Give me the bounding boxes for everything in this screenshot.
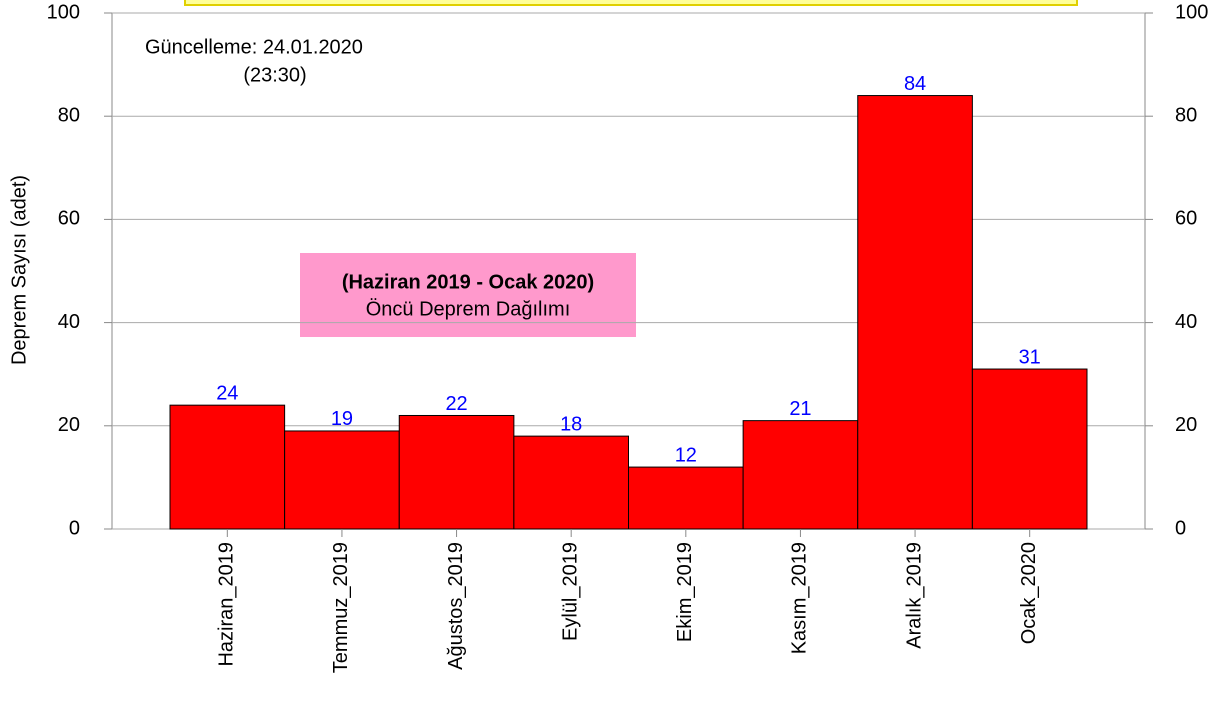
y2-tick-label: 20: [1175, 414, 1197, 436]
y-tick-label: 60: [58, 208, 80, 230]
value-label: 19: [331, 408, 353, 430]
value-label: 84: [904, 73, 926, 95]
x-tick-label: Temmuz_2019: [330, 542, 352, 673]
bar: [628, 466, 744, 530]
value-label: 24: [216, 382, 238, 404]
bar: [169, 404, 286, 530]
annotation: Öncü Deprem Dağılımı: [366, 298, 571, 320]
value-label: 31: [1019, 346, 1041, 368]
y-tick-label: 80: [58, 104, 80, 126]
y2-tick-label: 100: [1175, 1, 1208, 23]
x-tick-label: Haziran_2019: [216, 542, 238, 667]
x-tick-label: Ağustos_2019: [445, 542, 467, 670]
y-tick-label: 0: [69, 517, 80, 539]
bar: [513, 435, 629, 530]
legend-box: [300, 253, 636, 337]
y2-tick-label: 40: [1175, 311, 1197, 333]
bar: [398, 414, 515, 530]
bar: [742, 420, 859, 530]
y2-tick-label: 60: [1175, 208, 1197, 230]
x-tick-label: Kasım_2019: [789, 542, 811, 654]
value-label: 18: [560, 413, 582, 435]
value-label: 22: [445, 393, 467, 415]
bar: [971, 368, 1088, 530]
y-tick-label: 100: [47, 1, 80, 23]
annotation: (Haziran 2019 - Ocak 2020): [342, 271, 594, 293]
bar: [857, 95, 973, 530]
x-tick-label: Ocak_2020: [1018, 542, 1040, 644]
x-tick-label: Ekim_2019: [674, 542, 696, 642]
y-tick-label: 20: [58, 414, 80, 436]
value-label: 21: [789, 398, 811, 420]
y2-tick-label: 0: [1175, 517, 1186, 539]
header-box: [184, 0, 1078, 6]
x-tick-label: Aralık_2019: [903, 542, 925, 649]
annotation: Güncelleme: 24.01.2020: [145, 36, 363, 58]
x-tick-label: Eylül_2019: [559, 542, 581, 641]
y-tick-label: 40: [58, 311, 80, 333]
value-label: 12: [675, 444, 697, 466]
y2-tick-label: 80: [1175, 104, 1197, 126]
bar: [284, 430, 400, 530]
annotation: (23:30): [243, 64, 306, 86]
y-axis-label: Deprem Sayısı (adet): [8, 175, 30, 365]
